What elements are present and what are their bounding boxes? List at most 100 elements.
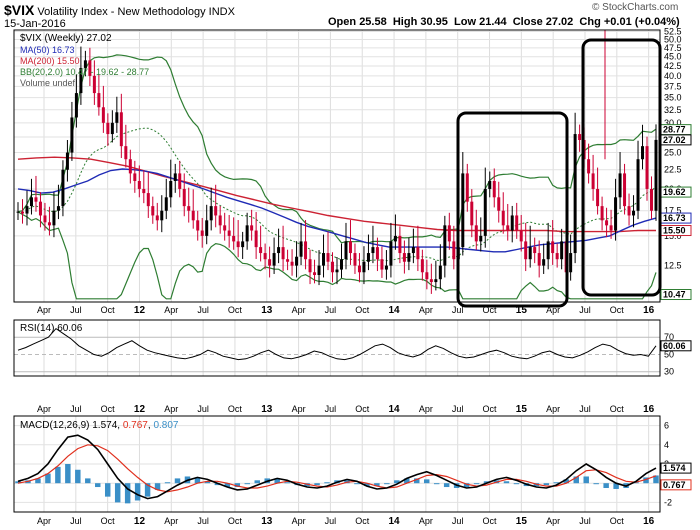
macd-hist-bar [503,481,510,484]
candle-body [205,220,209,236]
macd-hist-bar [75,469,81,484]
x-tick-label: Jul [197,404,209,414]
candle-body [524,241,528,260]
candle-body [618,173,622,198]
macd-hist-bar [473,483,480,485]
macd-panel [15,434,659,504]
macd-hist-bar [414,478,420,484]
candle-body [128,159,132,174]
y-tick-label: 35.0 [664,93,682,103]
x-tick-label: Oct [228,404,243,414]
candle-body [173,173,177,181]
y-tick-label: 30.0 [664,118,682,128]
candle-body [227,230,231,236]
macd-hist-bar [224,483,231,488]
candle-body [47,222,51,226]
macd-hist-bar [254,480,260,484]
candle-body [286,259,290,262]
x-tick-label: Apr [37,305,51,315]
candle-body [164,197,168,211]
panel-frame-1 [13,319,661,377]
macd-hist-bar [234,483,241,488]
candle-body [573,134,577,254]
x-tick-label: Jul [452,404,464,414]
candle-body [578,134,582,141]
candle-body [16,211,20,213]
macd-tick-label: -2 [664,497,672,507]
candle-body [304,241,308,260]
candle-body [277,247,281,254]
y-tick-label: 50.0 [664,35,682,45]
macd-signal-line [17,444,657,493]
candle-body [200,230,204,236]
x-tick-label: Jul [579,305,591,315]
y-tick-label: 40.0 [664,71,682,81]
candle-body [641,146,645,160]
x-tick-label: Oct [101,305,116,315]
macd-label: MACD(12,26,9) 1.574, 0.767, 0.807 [20,420,179,431]
ma200-line [17,156,656,233]
price-tag: 16.73 [663,213,686,223]
candle-body [101,107,105,123]
macd-hist-bar [214,483,221,486]
highlight-box-2014 [456,111,569,308]
rsi-tag: 60.06 [663,341,686,351]
legend-bb: BB(20,2.0) 10.47 - 19.62 - 28.77 [20,67,150,77]
candle-body [479,235,483,242]
candle-body [429,279,433,283]
x-tick-label: Jul [325,516,337,526]
x-tick-label: Jul [579,516,591,526]
x-tick-label: Apr [292,516,306,526]
macd-hist-bar [603,483,609,488]
x-tick-label: Apr [37,516,51,526]
x-tick-label: Oct [228,516,243,526]
x-tick-label: 13 [261,305,273,316]
price-tag: 10.47 [663,290,686,300]
candle-body [34,197,38,202]
candle-body [137,180,141,189]
x-tick-label: Apr [546,516,560,526]
macd-hist-bar [384,483,390,485]
candle-body [250,225,254,231]
macd-hist-bar [483,481,490,484]
x-tick-label: Jul [70,305,82,315]
candle-body [519,230,523,242]
x-tick-label: 12 [134,305,146,316]
candle-body [411,247,415,254]
macd-hist-bar [643,477,649,484]
macd-hist-bar [573,476,579,484]
candle-body [438,265,442,280]
y-tick-label: 32.5 [664,105,682,115]
macd-tick-label: 4 [664,440,669,450]
y-tick-label: 37.5 [664,81,682,91]
candle-body [434,279,438,283]
low-value: 21.44 [479,16,507,28]
legend-price: $VIX (Weekly) 27.02 [20,33,112,44]
candle-body [425,272,429,280]
macd-hist-bar [194,477,201,484]
candle-body [420,259,424,273]
y-tick-label: 47.5 [664,43,682,53]
legend-ma50: MA(50) 16.73 [20,45,75,55]
macd-hist-bar [653,475,659,484]
candle-body [254,230,258,248]
legend-ma200: MA(200) 15.50 [20,56,80,66]
candle-body [218,215,222,226]
change-value: +0.01 (+0.04%) [603,16,680,28]
price-tag: 27.02 [663,135,686,145]
candle-body [178,173,182,189]
candle-body [474,225,478,242]
x-tick-label: Oct [610,305,625,315]
x-tick-label: Oct [101,404,116,414]
candle-body [614,197,618,231]
candle-body [402,253,406,262]
x-tick-label: Apr [419,516,433,526]
x-tick-label: 15 [516,404,528,415]
macd-hist-bar [284,482,290,484]
macd-hist-bar [154,483,161,490]
x-tick-label: Jul [70,516,82,526]
candle-body [591,173,595,189]
y-tick-label: 52.5 [664,27,682,37]
instrument-name: Volatility Index - New Methodology [37,6,206,18]
x-tick-label: 14 [388,516,400,527]
